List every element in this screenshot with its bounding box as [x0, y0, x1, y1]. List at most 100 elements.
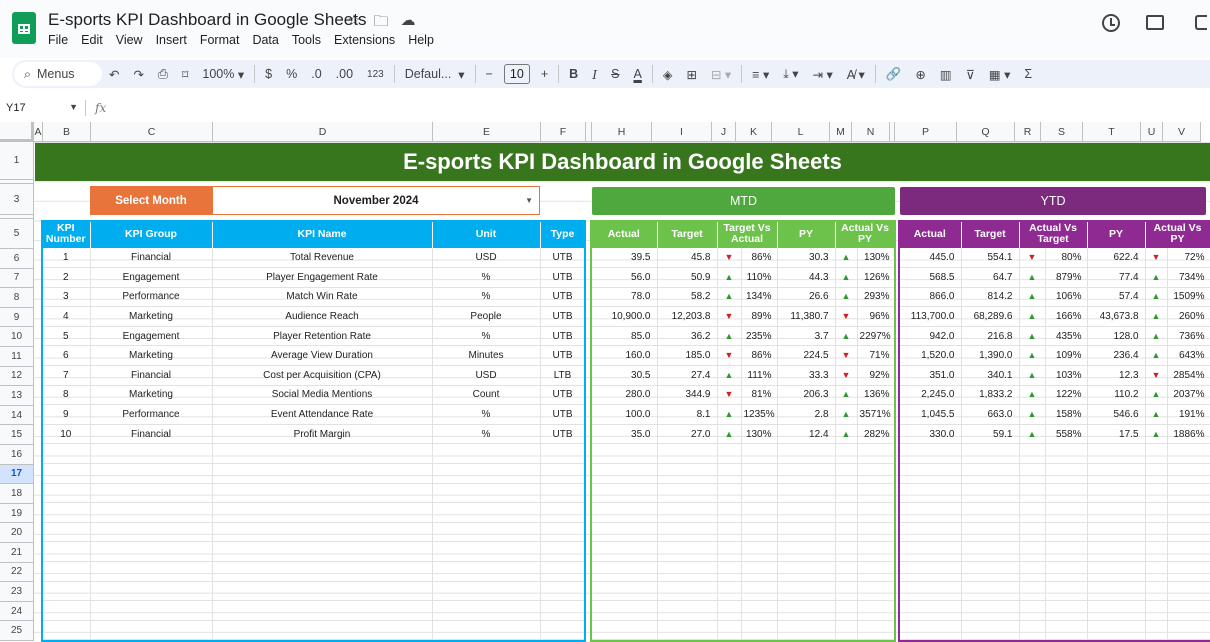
empty-cell[interactable]	[777, 581, 836, 602]
decrease-decimal-button[interactable]: .0	[311, 67, 322, 81]
column-header[interactable]: H	[592, 122, 652, 142]
empty-cell[interactable]	[432, 443, 541, 465]
ytd-target-cell[interactable]: 663.0	[961, 404, 1020, 425]
ytd-actual-cell[interactable]: 113,700.0	[899, 306, 962, 327]
mtd-target-cell[interactable]: 27.4	[657, 365, 718, 386]
kpi-type-cell[interactable]: UTB	[540, 306, 586, 327]
row-header[interactable]: 20	[0, 523, 34, 543]
ytd-target-cell[interactable]: 814.2	[961, 287, 1020, 308]
empty-cell[interactable]	[835, 581, 858, 602]
empty-cell[interactable]	[1145, 483, 1168, 504]
ytd-target-cell[interactable]: 68,289.6	[961, 306, 1020, 327]
kpi-number-cell[interactable]: 2	[42, 267, 91, 288]
empty-cell[interactable]	[432, 502, 541, 523]
column-header[interactable]: T	[1083, 122, 1141, 142]
empty-cell[interactable]	[1087, 443, 1146, 465]
row-header[interactable]: 25	[0, 621, 34, 641]
kpi-number-cell[interactable]: 8	[42, 385, 91, 406]
empty-cell[interactable]	[42, 502, 91, 523]
empty-cell[interactable]	[857, 561, 896, 582]
empty-cell[interactable]	[777, 443, 836, 465]
empty-cell[interactable]	[432, 522, 541, 543]
empty-cell[interactable]	[540, 483, 586, 504]
column-header[interactable]: V	[1163, 122, 1201, 142]
empty-cell[interactable]	[741, 620, 778, 641]
empty-cell[interactable]	[777, 600, 836, 621]
kpi-group-cell[interactable]: Engagement	[90, 267, 213, 288]
ytd-actual-vs-target-cell[interactable]: 158%	[1045, 404, 1088, 425]
insert-link-icon[interactable]: 🔗	[885, 66, 902, 81]
column-header[interactable]: J	[712, 122, 736, 142]
ytd-actual-cell[interactable]: 1,520.0	[899, 345, 962, 367]
kpi-unit-cell[interactable]: %	[432, 326, 541, 347]
empty-cell[interactable]	[1167, 620, 1210, 641]
empty-cell[interactable]	[1019, 600, 1046, 621]
mtd-py-cell[interactable]: 44.3	[777, 267, 836, 288]
empty-cell[interactable]	[1145, 522, 1168, 543]
empty-cell[interactable]	[1019, 502, 1046, 523]
empty-cell[interactable]	[1167, 600, 1210, 621]
column-header[interactable]: F	[541, 122, 586, 142]
empty-cell[interactable]	[540, 620, 586, 641]
menu-insert[interactable]: Insert	[155, 33, 187, 47]
empty-cell[interactable]	[777, 620, 836, 641]
vertical-align-icon[interactable]: ⤓ ▾	[783, 67, 799, 81]
empty-cell[interactable]	[657, 541, 718, 562]
empty-cell[interactable]	[432, 463, 541, 484]
empty-cell[interactable]	[1045, 541, 1088, 562]
empty-cell[interactable]	[1019, 561, 1046, 582]
mtd-actual-cell[interactable]: 160.0	[591, 345, 658, 367]
empty-cell[interactable]	[899, 620, 962, 641]
row-header[interactable]: 5	[0, 219, 34, 249]
column-header[interactable]: K	[736, 122, 772, 142]
empty-cell[interactable]	[717, 600, 742, 621]
row-header[interactable]: 19	[0, 503, 34, 524]
empty-cell[interactable]	[899, 561, 962, 582]
ytd-actual-vs-py-cell[interactable]: 734%	[1167, 267, 1210, 288]
empty-cell[interactable]	[591, 463, 658, 484]
ytd-actual-vs-target-cell[interactable]: 435%	[1045, 326, 1088, 347]
empty-cell[interactable]	[899, 443, 962, 465]
empty-cell[interactable]	[42, 541, 91, 562]
empty-cell[interactable]	[717, 443, 742, 465]
ytd-actual-vs-py-cell[interactable]: 191%	[1167, 404, 1210, 425]
empty-cell[interactable]	[212, 600, 433, 621]
kpi-group-cell[interactable]: Marketing	[90, 385, 213, 406]
empty-cell[interactable]	[42, 620, 91, 641]
mtd-target-vs-actual-cell[interactable]: 111%	[741, 365, 778, 386]
kpi-type-cell[interactable]: UTB	[540, 326, 586, 347]
empty-cell[interactable]	[961, 443, 1020, 465]
kpi-number-cell[interactable]: 5	[42, 326, 91, 347]
mtd-target-cell[interactable]: 58.2	[657, 287, 718, 308]
empty-cell[interactable]	[1019, 463, 1046, 484]
mtd-target-vs-actual-cell[interactable]: 130%	[741, 424, 778, 445]
empty-cell[interactable]	[857, 483, 896, 504]
kpi-type-cell[interactable]: LTB	[540, 365, 586, 386]
mtd-actual-vs-py-cell[interactable]: 293%	[857, 287, 896, 308]
ytd-actual-cell[interactable]: 351.0	[899, 365, 962, 386]
ytd-actual-vs-target-cell[interactable]: 103%	[1045, 365, 1088, 386]
empty-cell[interactable]	[1145, 581, 1168, 602]
select-all-corner[interactable]	[0, 122, 34, 142]
month-dropdown[interactable]: November 2024 ▼	[212, 186, 540, 215]
empty-cell[interactable]	[657, 483, 718, 504]
mtd-actual-cell[interactable]: 39.5	[591, 248, 658, 269]
empty-cell[interactable]	[741, 561, 778, 582]
kpi-number-cell[interactable]: 10	[42, 424, 91, 445]
mtd-target-cell[interactable]: 12,203.8	[657, 306, 718, 327]
empty-cell[interactable]	[835, 522, 858, 543]
kpi-name-cell[interactable]: Profit Margin	[212, 424, 433, 445]
ytd-actual-cell[interactable]: 942.0	[899, 326, 962, 347]
empty-cell[interactable]	[1045, 463, 1088, 484]
empty-cell[interactable]	[432, 620, 541, 641]
font-size-decrease-button[interactable]: −	[485, 67, 493, 81]
column-header[interactable]: E	[433, 122, 541, 142]
empty-cell[interactable]	[717, 620, 742, 641]
empty-cell[interactable]	[90, 541, 213, 562]
column-header[interactable]: S	[1041, 122, 1083, 142]
row-header[interactable]: 6	[0, 249, 34, 269]
ytd-actual-vs-py-cell[interactable]: 2854%	[1167, 365, 1210, 386]
ytd-py-cell[interactable]: 12.3	[1087, 365, 1146, 386]
empty-cell[interactable]	[899, 600, 962, 621]
empty-cell[interactable]	[961, 541, 1020, 562]
